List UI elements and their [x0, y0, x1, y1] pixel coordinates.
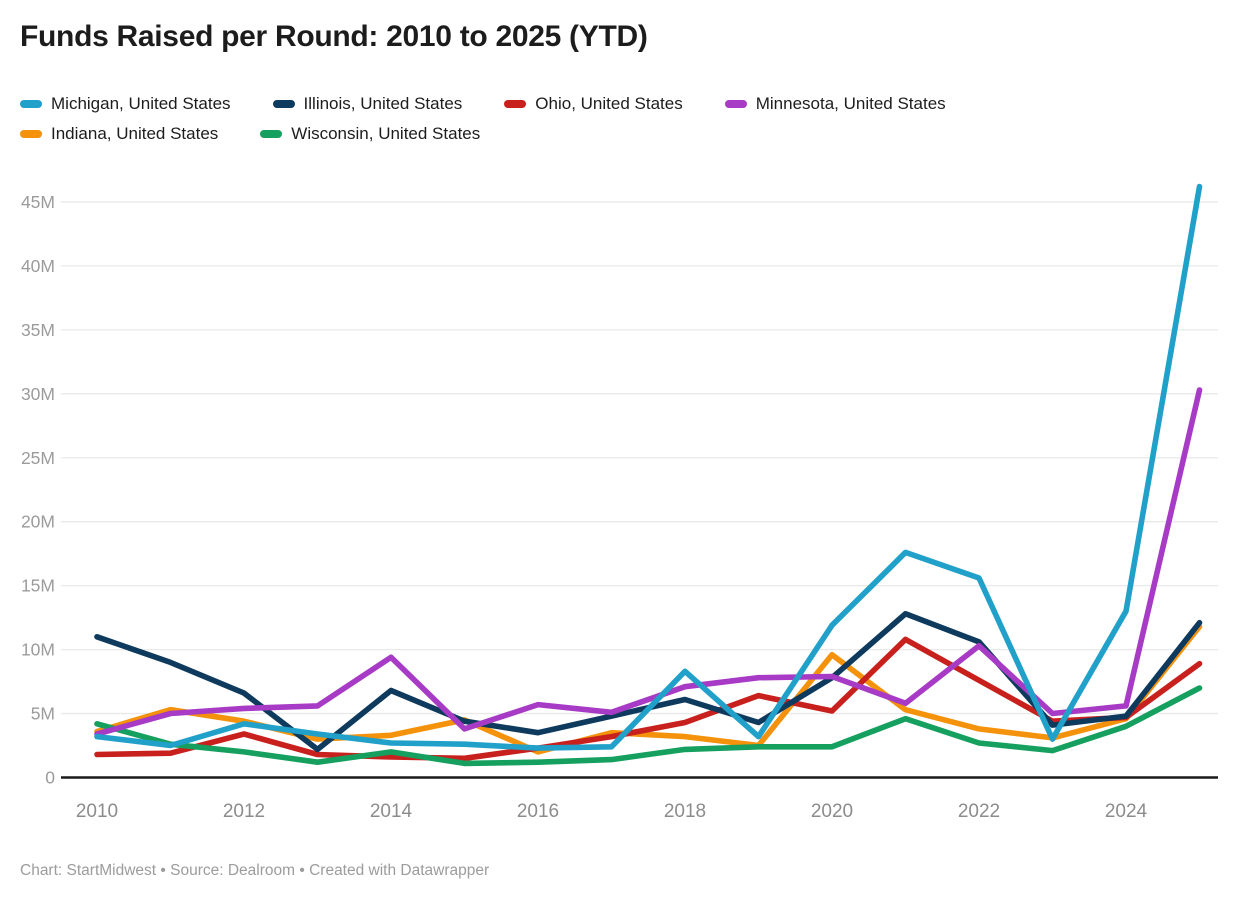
line-ohio	[94, 636, 1203, 762]
y-tick-label: 25M	[21, 448, 55, 468]
line-indiana	[94, 623, 1203, 755]
legend-item-michigan: Michigan, United States	[20, 94, 231, 114]
legend-label: Michigan, United States	[51, 94, 231, 113]
y-tick-label: 45M	[21, 192, 55, 212]
y-tick-label: 0	[45, 768, 55, 788]
legend-swatch-icon	[20, 100, 42, 108]
x-tick-label: 2022	[958, 801, 1000, 822]
y-tick-label: 35M	[21, 320, 55, 340]
x-tick-label: 2010	[76, 801, 118, 822]
line-wisconsin	[94, 685, 1203, 767]
legend-item-minnesota: Minnesota, United States	[724, 94, 946, 114]
chart-legend: Michigan, United States Illinois, United …	[20, 94, 1185, 144]
legend-swatch-icon	[504, 100, 527, 108]
x-tick-label: 2014	[370, 801, 413, 822]
line-michigan	[94, 183, 1203, 751]
y-tick-label: 40M	[21, 256, 55, 276]
legend-swatch-icon	[272, 100, 295, 108]
legend-label: Indiana, United States	[51, 124, 219, 143]
page-title: Funds Raised per Round: 2010 to 2025 (YT…	[20, 20, 648, 53]
legend-label: Wisconsin, United States	[291, 124, 481, 143]
legend-label: Illinois, United States	[303, 94, 463, 113]
legend-swatch-icon	[20, 130, 42, 138]
attribution-text: Chart: StartMidwest • Source: Dealroom •…	[20, 862, 490, 879]
y-tick-label: 10M	[21, 640, 55, 660]
legend-label: Ohio, United States	[535, 94, 683, 113]
legend-item-ohio: Ohio, United States	[504, 94, 683, 114]
legend-swatch-icon	[260, 130, 283, 138]
x-tick-label: 2018	[664, 801, 706, 822]
y-tick-label: 30M	[21, 384, 55, 404]
legend-label: Minnesota, United States	[755, 94, 946, 113]
x-tick-label: 2016	[517, 801, 559, 822]
line-minnesota	[94, 387, 1203, 737]
legend-swatch-icon	[724, 100, 747, 108]
x-tick-label: 2012	[223, 801, 265, 822]
y-tick-label: 15M	[21, 576, 55, 596]
legend-item-illinois: Illinois, United States	[272, 94, 463, 114]
y-tick-label: 20M	[21, 512, 55, 532]
x-tick-label: 2020	[811, 801, 853, 822]
x-tick-label: 2024	[1105, 801, 1148, 822]
legend-item-wisconsin: Wisconsin, United States	[260, 124, 480, 144]
legend-item-indiana: Indiana, United States	[20, 124, 218, 144]
y-tick-label: 5M	[31, 704, 55, 724]
